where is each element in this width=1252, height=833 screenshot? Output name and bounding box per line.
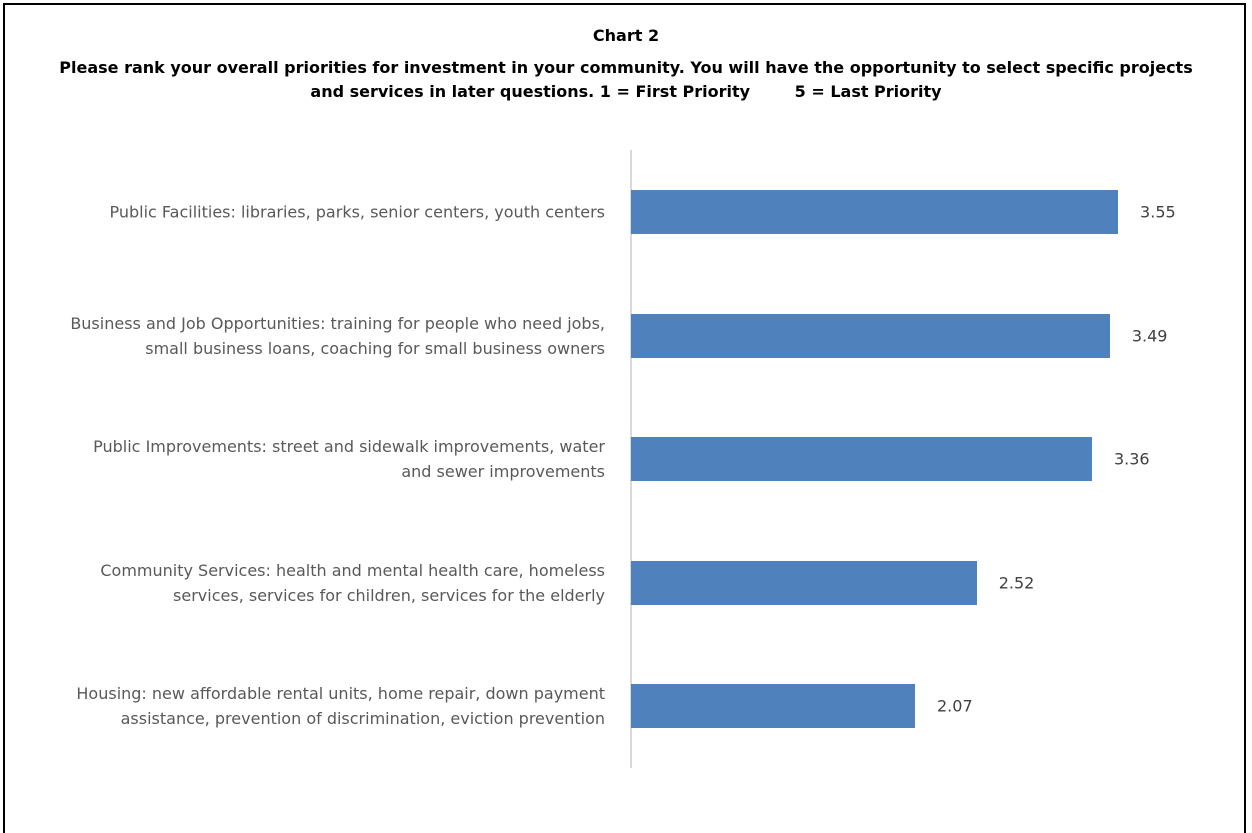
category-label: Business and Job Opportunities: training… [70,313,605,358]
bar [631,437,1092,481]
chart-frame [3,3,1246,833]
category-label: Community Services: health and mental he… [100,560,605,605]
bar [631,313,1110,358]
page: Chart 2 Please rank your overall priorit… [3,3,1246,833]
bar [631,684,915,728]
data-label: 3.49 [1131,326,1168,345]
category-label: Housing: new affordable rental units, ho… [76,684,605,728]
bar [631,190,1119,234]
data-label: 3.36 [1113,449,1150,469]
data-label: 2.52 [998,573,1035,592]
category-label: Public Improvements: street and sidewalk… [93,437,605,481]
bar [631,560,977,605]
chart-title: Chart 2 [592,26,660,45]
chart-subtitle: Please rank your overall priorities for … [59,58,1199,101]
data-label: 3.55 [1140,202,1176,222]
data-label: 2.07 [937,696,973,716]
category-label: Public Facilities: libraries, parks, sen… [109,202,605,222]
